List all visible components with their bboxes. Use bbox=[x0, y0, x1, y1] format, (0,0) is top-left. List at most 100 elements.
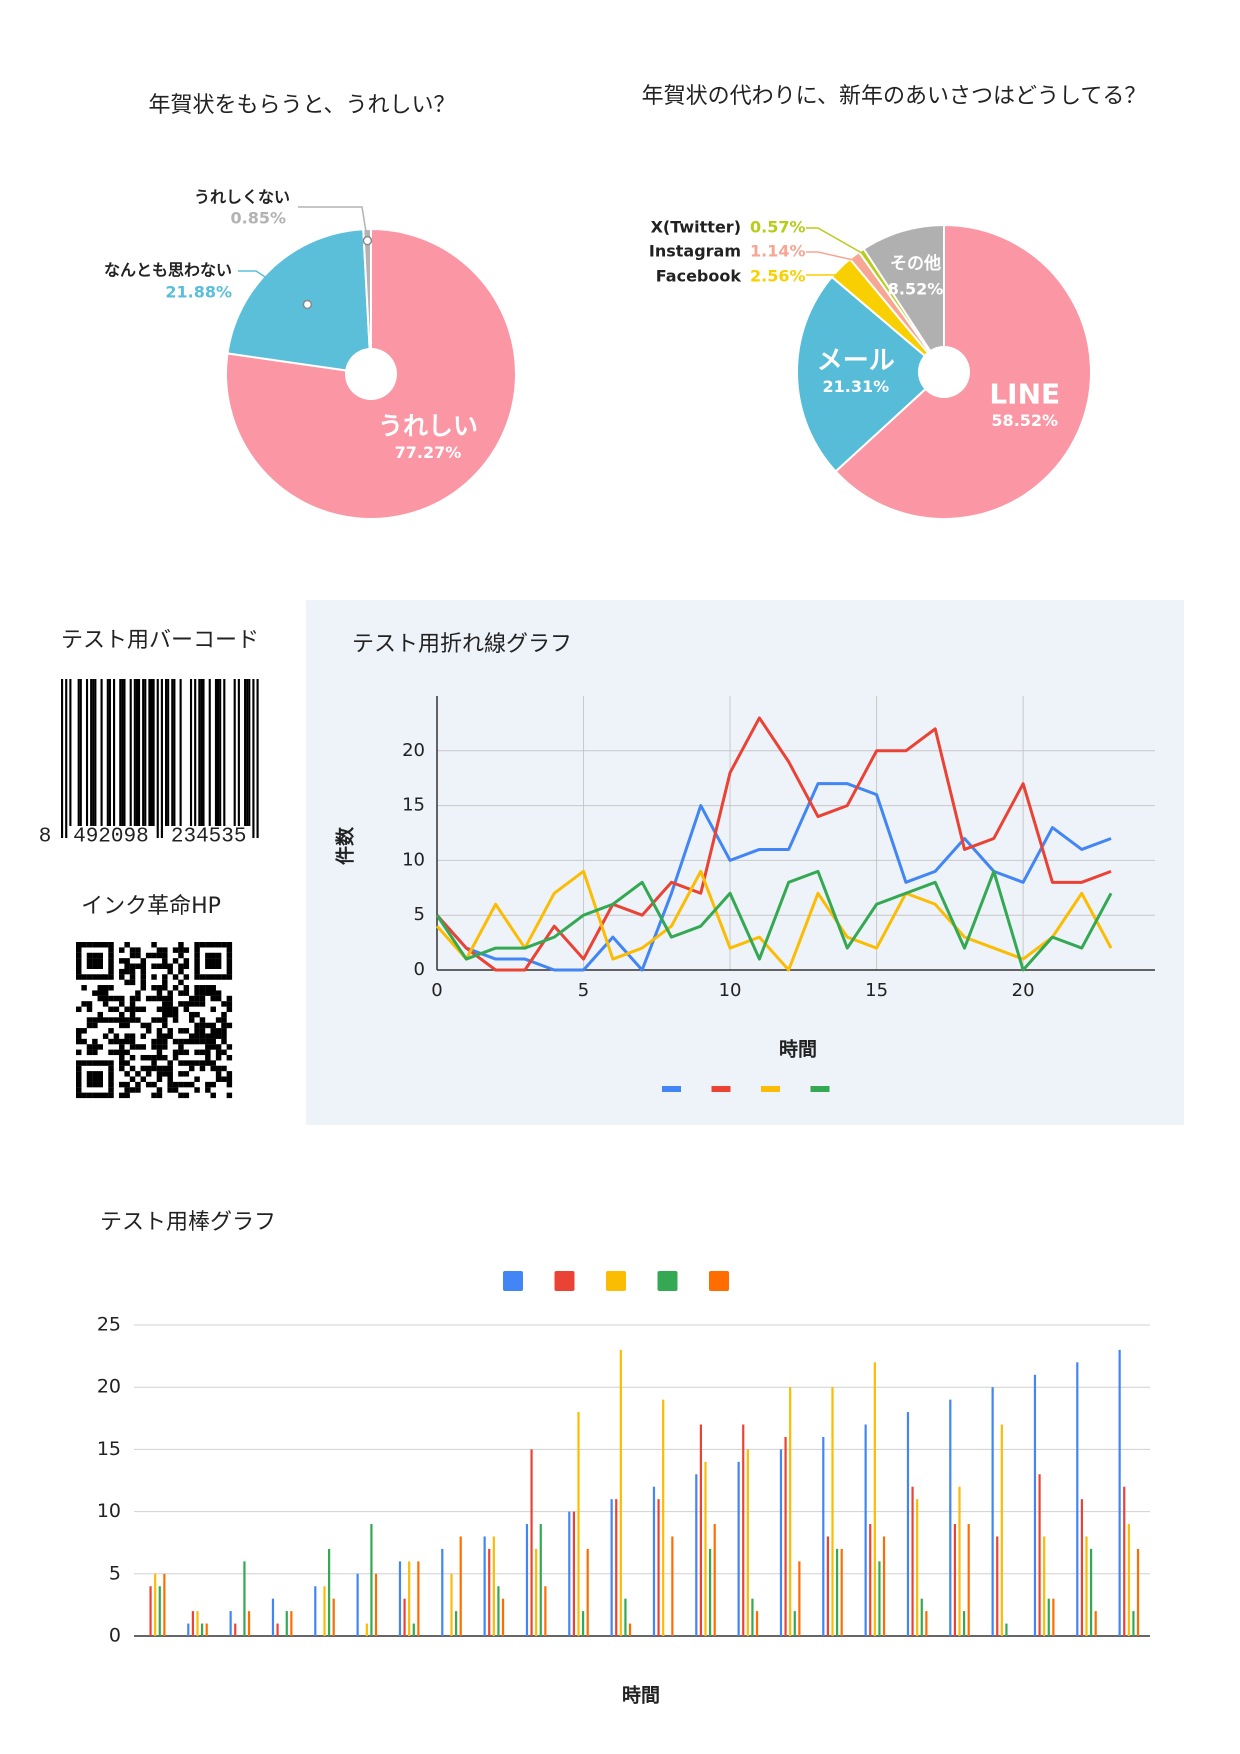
qr-module bbox=[81, 1001, 87, 1007]
qr-module bbox=[156, 1028, 163, 1034]
qr-module bbox=[151, 1092, 157, 1099]
qr-module bbox=[194, 1076, 200, 1082]
qr-module bbox=[102, 1060, 109, 1066]
qr-module bbox=[108, 1071, 114, 1077]
qr-module bbox=[183, 1006, 190, 1013]
qr-module bbox=[124, 1033, 130, 1039]
qr-module bbox=[226, 1001, 233, 1007]
qr-module bbox=[113, 1033, 120, 1039]
qr-module bbox=[162, 1065, 168, 1072]
bar bbox=[1094, 1611, 1097, 1636]
bar bbox=[412, 1623, 415, 1636]
qr-module bbox=[108, 1049, 114, 1056]
qr-module bbox=[162, 963, 168, 969]
qr-module bbox=[140, 1076, 147, 1082]
bar bbox=[958, 1486, 961, 1636]
bar bbox=[196, 1611, 199, 1636]
qr-module bbox=[102, 1001, 109, 1007]
qr-module bbox=[188, 1001, 195, 1007]
slice-label: LINE bbox=[989, 377, 1060, 410]
qr-module bbox=[194, 1028, 200, 1034]
qr-module bbox=[97, 1017, 103, 1023]
qr-module bbox=[215, 1017, 222, 1023]
qr-module bbox=[76, 1087, 82, 1093]
qr-module bbox=[194, 1011, 200, 1018]
barcode-bar bbox=[94, 679, 97, 826]
qr-module bbox=[183, 1001, 190, 1007]
barcode-bar bbox=[208, 679, 211, 826]
qr-module bbox=[76, 1060, 82, 1066]
bar bbox=[459, 1536, 462, 1636]
qr-module bbox=[151, 1044, 157, 1050]
qr-module bbox=[102, 942, 109, 948]
qr-module bbox=[129, 1006, 136, 1013]
y-tick-label: 0 bbox=[109, 1625, 121, 1647]
qr-module bbox=[226, 1076, 233, 1082]
bar bbox=[916, 1499, 919, 1636]
qr-module bbox=[194, 990, 200, 996]
qr-module bbox=[108, 1081, 114, 1088]
qr-module bbox=[124, 1060, 130, 1066]
qr-module bbox=[108, 1028, 114, 1034]
leader-line bbox=[806, 251, 860, 263]
barcode-bar bbox=[79, 679, 82, 826]
qr-module bbox=[129, 1017, 136, 1023]
qr-module bbox=[119, 1011, 125, 1018]
qr-module bbox=[76, 1092, 82, 1099]
qr-module bbox=[102, 990, 109, 996]
qr-module bbox=[76, 1033, 82, 1039]
line-series bbox=[435, 869, 1113, 972]
y-tick-label: 5 bbox=[109, 1562, 121, 1584]
qr-module bbox=[215, 1054, 222, 1061]
qr-module bbox=[226, 968, 233, 975]
qr-module bbox=[172, 1087, 179, 1093]
qr-module bbox=[92, 1017, 98, 1023]
qr-module bbox=[86, 952, 93, 959]
y-tick-label: 20 bbox=[97, 1376, 121, 1398]
qr-module bbox=[92, 958, 98, 964]
barcode-bar bbox=[65, 679, 68, 838]
slice-label: うれしい bbox=[378, 412, 478, 441]
slice-value-label: 0.85% bbox=[230, 209, 286, 228]
qr-module bbox=[183, 1049, 190, 1056]
line-series bbox=[435, 716, 1112, 972]
qr-module bbox=[140, 968, 147, 975]
qr-module bbox=[135, 1044, 141, 1050]
bar bbox=[314, 1586, 317, 1636]
qr-module bbox=[86, 1071, 93, 1077]
barcode-bar bbox=[256, 679, 259, 838]
qr-module bbox=[172, 985, 179, 991]
qr-module bbox=[205, 1081, 211, 1088]
qr-module bbox=[156, 1033, 163, 1039]
qr-module bbox=[86, 1022, 93, 1029]
qr-module bbox=[162, 1071, 168, 1077]
qr-module bbox=[221, 1001, 227, 1007]
qr-module bbox=[145, 1081, 152, 1088]
barcode-bar bbox=[156, 679, 159, 838]
qr-module bbox=[167, 1081, 173, 1088]
qr-module bbox=[194, 1038, 200, 1045]
qr-module bbox=[221, 942, 227, 948]
slice-value-label: 8.52% bbox=[888, 280, 944, 299]
qr-module bbox=[162, 1044, 168, 1050]
qr-module bbox=[151, 1017, 157, 1023]
qr-module bbox=[92, 1071, 98, 1077]
bar bbox=[271, 1598, 275, 1636]
bar bbox=[671, 1536, 674, 1636]
barcode-bar bbox=[77, 679, 80, 826]
qr-module bbox=[199, 1017, 206, 1023]
barcode-bar bbox=[173, 679, 176, 826]
legend-swatch bbox=[657, 1271, 678, 1291]
qr-module bbox=[76, 1006, 82, 1013]
qr-module bbox=[210, 1028, 216, 1034]
qr-module bbox=[151, 985, 157, 991]
qr-module bbox=[129, 995, 136, 1002]
qr-module bbox=[119, 1081, 125, 1088]
qr-module bbox=[81, 985, 87, 991]
barcode-bar bbox=[144, 679, 147, 826]
bar bbox=[619, 1349, 622, 1636]
qr-module bbox=[194, 968, 200, 975]
qr-module bbox=[76, 942, 82, 948]
qr-module bbox=[76, 952, 82, 959]
qr-module bbox=[226, 1022, 233, 1029]
